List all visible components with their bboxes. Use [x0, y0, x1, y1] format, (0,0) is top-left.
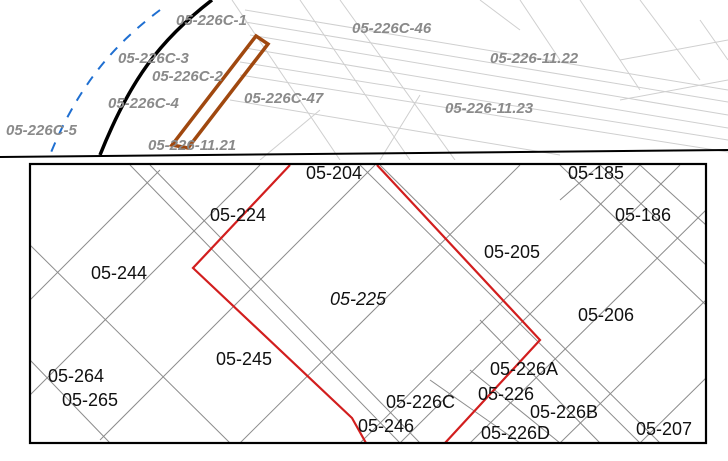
- parcel-label: 05-265: [62, 390, 119, 410]
- parcel-label: 05-226A: [490, 359, 559, 379]
- inset-label: 05-226C-46: [352, 20, 432, 37]
- parcel-label: 05-264: [48, 366, 105, 386]
- parcel-label: 05-226: [478, 384, 535, 404]
- parcel-label: 05-245: [216, 349, 273, 369]
- inset-separator-line: [0, 149, 728, 158]
- inset-label: 05-226-11.22: [490, 50, 579, 67]
- inset-label: 05-226-11.23: [445, 100, 534, 117]
- parcel-label: 05-185: [568, 163, 625, 183]
- parcel-label: 05-244: [91, 263, 148, 283]
- parcel-label: 05-206: [578, 305, 635, 325]
- parcel-label: 05-225: [330, 289, 387, 309]
- inset-label: 05-226C-1: [176, 12, 247, 29]
- parcel-label: 05-207: [636, 419, 693, 439]
- inset-label: 05-226C-5: [6, 122, 77, 139]
- brown-highlight-parcel: [168, 33, 271, 150]
- inset-label: 05-226C-2: [152, 68, 223, 85]
- inset-map: [0, 0, 728, 160]
- parcel-label: 05-226C: [386, 392, 456, 412]
- red-highlight-parcel: [376, 164, 542, 444]
- inset-label: 05-226C-4: [108, 95, 179, 112]
- parcel-label: 05-186: [615, 205, 672, 225]
- parcel-label: 05-226B: [530, 402, 599, 422]
- inset-label: 05-226-11.21: [148, 137, 237, 154]
- parcel-label: 05-226D: [481, 423, 551, 443]
- blue-dashed-boundary: [49, 9, 161, 156]
- parcel-label: 05-246: [358, 416, 415, 436]
- parcel-label: 05-224: [210, 205, 267, 225]
- red-highlight-parcel: [191, 164, 367, 444]
- parcel-label: 05-204: [306, 163, 363, 183]
- black-boundary-line: [98, 0, 214, 156]
- map-frame: [28, 162, 708, 445]
- inset-label: 05-226C-47: [244, 90, 324, 107]
- inset-label: 05-226C-3: [118, 50, 189, 67]
- parcel-label: 05-205: [484, 242, 541, 262]
